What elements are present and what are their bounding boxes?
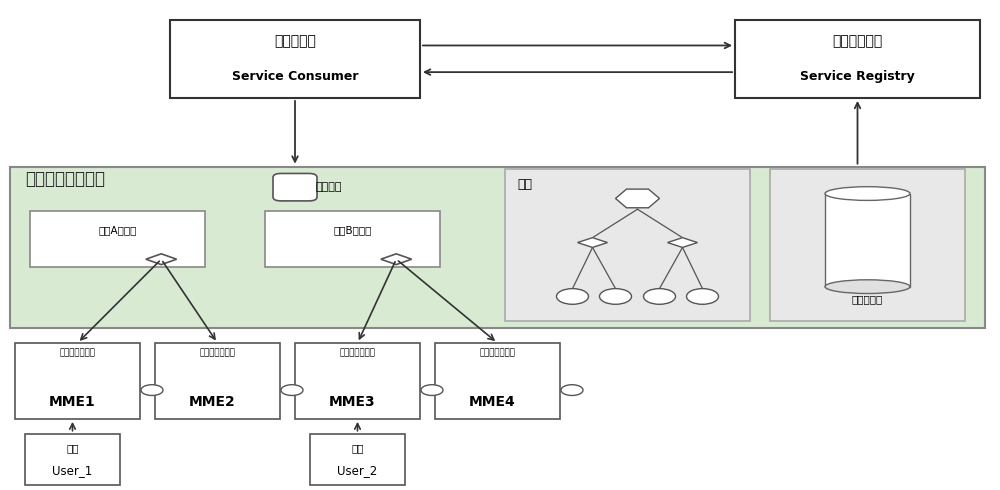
Text: User_1: User_1 xyxy=(52,464,93,477)
Text: 移动性管理实体: 移动性管理实体 xyxy=(480,348,515,357)
Ellipse shape xyxy=(825,187,910,200)
Text: 服务注册中心: 服务注册中心 xyxy=(832,35,883,49)
Text: 用户: 用户 xyxy=(66,443,79,453)
Text: 移动性管理实体: 移动性管理实体 xyxy=(200,348,235,357)
Bar xyxy=(15,343,140,419)
Text: 用户上下文: 用户上下文 xyxy=(852,294,883,304)
Circle shape xyxy=(141,385,163,395)
Text: 服务消费者: 服务消费者 xyxy=(274,35,316,49)
Circle shape xyxy=(561,385,583,395)
Text: 移动性管理实体: 移动性管理实体 xyxy=(340,348,375,357)
Polygon shape xyxy=(668,238,698,247)
Bar xyxy=(155,343,280,419)
Text: MME1: MME1 xyxy=(49,395,96,409)
Bar xyxy=(435,343,560,419)
Polygon shape xyxy=(577,238,607,247)
Text: 路由: 路由 xyxy=(517,178,532,191)
Polygon shape xyxy=(146,254,177,265)
Bar xyxy=(735,20,980,98)
Text: User_2: User_2 xyxy=(337,464,378,477)
Bar xyxy=(770,169,965,321)
Text: 厂商A的插件: 厂商A的插件 xyxy=(98,225,137,235)
FancyBboxPatch shape xyxy=(273,173,317,201)
Circle shape xyxy=(644,289,676,304)
Text: 北向接口: 北向接口 xyxy=(315,182,342,192)
Bar xyxy=(30,211,205,267)
Bar xyxy=(170,20,420,98)
Text: Service Consumer: Service Consumer xyxy=(232,70,358,82)
Text: 用户: 用户 xyxy=(351,443,364,453)
Bar xyxy=(505,169,750,321)
Circle shape xyxy=(421,385,443,395)
Text: Service Registry: Service Registry xyxy=(800,70,915,82)
Bar xyxy=(295,343,420,419)
Circle shape xyxy=(281,385,303,395)
Text: MME3: MME3 xyxy=(329,395,376,409)
Text: 厂商B的插件: 厂商B的插件 xyxy=(333,225,372,235)
Text: 服务路由中继节点: 服务路由中继节点 xyxy=(25,170,105,188)
Bar xyxy=(10,167,985,328)
Polygon shape xyxy=(381,254,412,265)
Bar xyxy=(825,194,910,287)
Bar xyxy=(265,211,440,267)
Ellipse shape xyxy=(825,280,910,294)
Bar xyxy=(25,434,120,485)
Text: 移动性管理实体: 移动性管理实体 xyxy=(60,348,95,357)
Bar xyxy=(310,434,405,485)
Text: MME4: MME4 xyxy=(469,395,516,409)
Circle shape xyxy=(599,289,632,304)
Text: MME2: MME2 xyxy=(189,395,236,409)
Circle shape xyxy=(556,289,588,304)
Circle shape xyxy=(686,289,718,304)
